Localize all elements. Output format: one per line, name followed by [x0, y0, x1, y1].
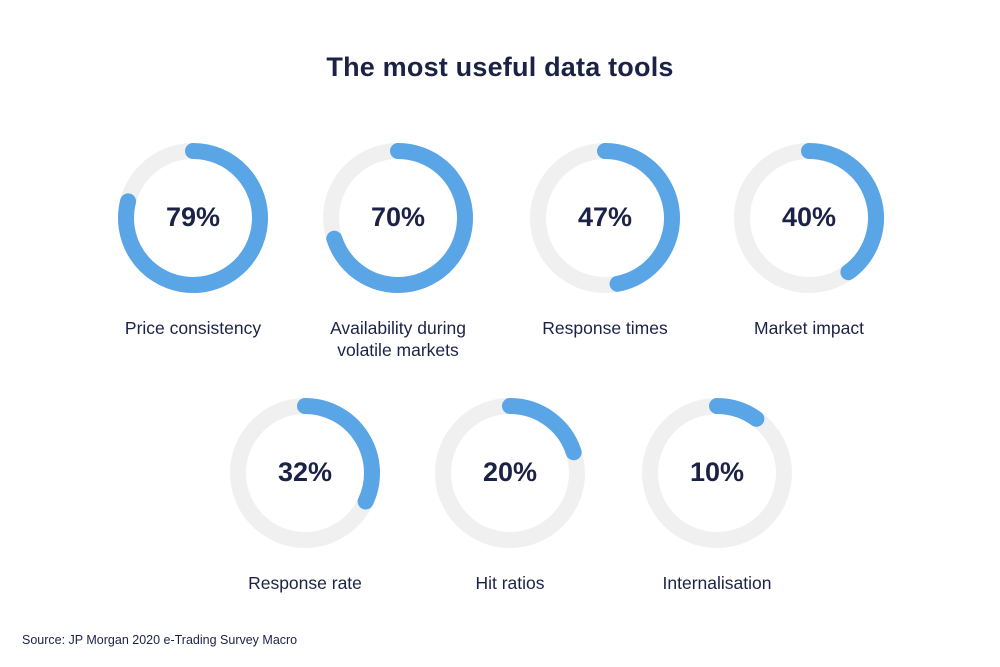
- chart-title: The most useful data tools: [326, 52, 674, 82]
- donut-item: 10% Internalisation: [602, 388, 832, 594]
- donut-value-arc: [709, 398, 765, 427]
- donut-value-label: 20%: [483, 457, 537, 487]
- donut-item: 20% Hit ratios: [395, 388, 625, 594]
- donut-item: 40% Market impact: [694, 133, 924, 339]
- donut-category-label: Hit ratios: [475, 573, 545, 593]
- donut-category-label: Price consistency: [124, 318, 262, 338]
- donut-value-label: 40%: [782, 202, 836, 232]
- donut-gauge: 32%: [230, 398, 380, 548]
- donut-item: 47% Response times: [490, 133, 720, 339]
- donut-gauge: 70%: [323, 143, 473, 293]
- donut-gauge: 10%: [642, 398, 792, 548]
- donut-value-arc: [326, 143, 473, 293]
- donut-category-label: Availability during volatile markets: [330, 318, 466, 360]
- donut-item: 79% Price consistency: [78, 133, 308, 339]
- donut-item: 70% Availability during volatile markets: [283, 133, 513, 361]
- donut-gauge: 47%: [530, 143, 680, 293]
- donut-value-label: 10%: [690, 457, 744, 487]
- donut-value-arc: [118, 143, 268, 293]
- donut-value-arc: [502, 398, 582, 461]
- donut-category-label: Market impact: [754, 318, 864, 338]
- donut-item: 32% Response rate: [190, 388, 420, 594]
- donut-category-label: Response times: [542, 318, 668, 338]
- donut-gauge: 79%: [118, 143, 268, 293]
- donut-category-label: Internalisation: [662, 573, 772, 593]
- donut-gauge: 40%: [734, 143, 884, 293]
- donut-value-arc: [801, 143, 884, 281]
- donut-category-label: Response rate: [248, 573, 362, 593]
- donut-value-label: 47%: [578, 202, 632, 232]
- source-note: Source: JP Morgan 2020 e-Trading Survey …: [22, 633, 298, 647]
- donut-value-label: 70%: [371, 202, 425, 232]
- donut-value-arc: [297, 398, 380, 510]
- donut-value-label: 32%: [278, 457, 332, 487]
- donut-value-label: 79%: [166, 202, 220, 232]
- donut-gauge: 20%: [435, 398, 585, 548]
- donut-value-arc: [597, 143, 680, 292]
